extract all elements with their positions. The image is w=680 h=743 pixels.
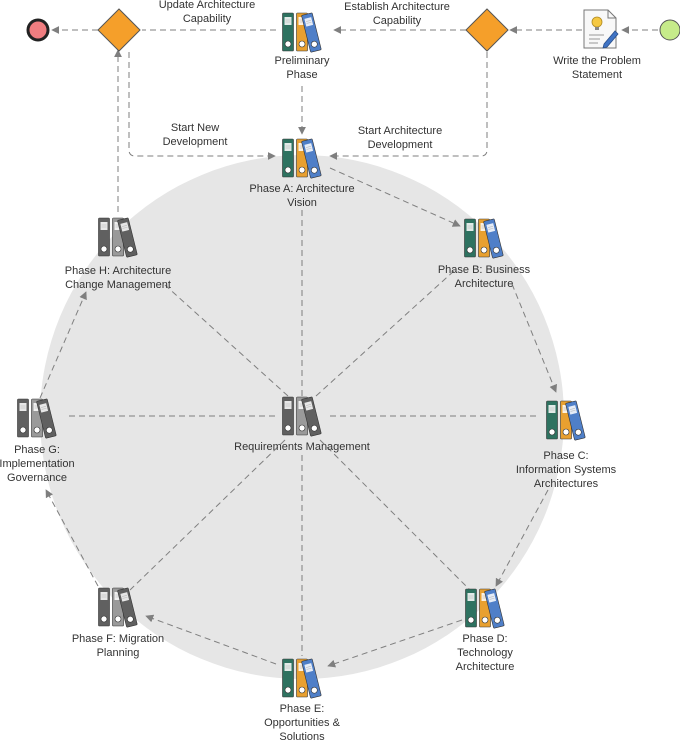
binder (117, 217, 138, 258)
phase-g-binders-gray-icon (17, 398, 57, 439)
requirements-management-label: Requirements Management (234, 441, 370, 453)
phase-c-binders-color-icon (546, 400, 586, 441)
requirements-binders-gray-icon (282, 396, 322, 437)
phase-h-label: Phase H: Architecture Change Management (64, 265, 172, 291)
preliminary-binders-color-icon (282, 12, 322, 53)
spoke-to-phase-b (315, 269, 456, 397)
phase-d-label: Phase D: Technology Architecture (455, 633, 515, 673)
binder (465, 588, 477, 628)
establish-gateway (465, 8, 509, 52)
phase-c-label: Phase C: Information Systems Architectur… (515, 450, 617, 490)
binder (17, 398, 29, 438)
binder (282, 12, 294, 52)
arrow-c-to-d (495, 489, 549, 587)
arrow-f-to-g (45, 489, 99, 587)
phase-a-binders-color-icon (282, 138, 322, 179)
update-capability-label: Update Architecture Capability (158, 0, 256, 25)
binder (36, 398, 57, 439)
preliminary-phase-label: Preliminary Phase (274, 55, 330, 81)
arrow-gateway-to-start-new (128, 52, 276, 160)
phase-e-binders-color-icon (282, 658, 322, 699)
phase-b-label: Phase B: Business Architecture (437, 264, 531, 290)
spoke-to-phase-f (129, 439, 286, 591)
binder (282, 396, 294, 436)
arrow-d-to-e (327, 619, 463, 668)
binder (484, 588, 505, 629)
binder (282, 658, 294, 698)
binder (483, 218, 504, 259)
update-gateway (97, 8, 141, 52)
phase-f-binders-gray-icon (98, 587, 138, 628)
binder (117, 587, 138, 628)
phase-g-label: Phase G: Implementation Governance (0, 444, 75, 484)
binder (301, 658, 322, 699)
top-flow-connectors (51, 26, 658, 212)
binder (301, 396, 322, 437)
binder (282, 138, 294, 178)
cycle-arrows (39, 167, 557, 668)
binder (301, 138, 322, 179)
arrow-e-to-f (145, 614, 277, 665)
binder-icons (17, 12, 586, 699)
arrow-a-to-b (329, 167, 461, 227)
binder (98, 587, 110, 627)
phase-e-label: Phase E: Opportunities & Solutions (264, 703, 340, 743)
establish-capability-label: Establish Architecture Capability (344, 1, 450, 27)
phase-f-label: Phase F: Migration Planning (71, 633, 165, 659)
end-event (26, 18, 50, 42)
phase-a-label: Phase A: Architecture Vision (249, 183, 355, 209)
requirements-spokes (65, 210, 540, 656)
phase-h-binders-gray-icon (98, 217, 138, 258)
problem-statement-label: Write the Problem Statement (553, 55, 641, 81)
binder (464, 218, 476, 258)
binder (546, 400, 558, 440)
phase-b-binders-color-icon (464, 218, 504, 259)
spoke-to-phase-h (164, 284, 289, 397)
binder (98, 217, 110, 257)
spoke-to-phase-d (319, 439, 471, 591)
start-event (659, 19, 680, 41)
arrow-gateway-to-start-architecture (329, 52, 488, 160)
binder (301, 12, 322, 53)
start-new-development-label: Start New Development (162, 122, 228, 148)
start-architecture-development-label: Start Architecture Development (357, 125, 443, 151)
document-pencil-icon (583, 9, 619, 49)
phase-d-binders-color-icon (465, 588, 505, 629)
binder (565, 400, 586, 441)
